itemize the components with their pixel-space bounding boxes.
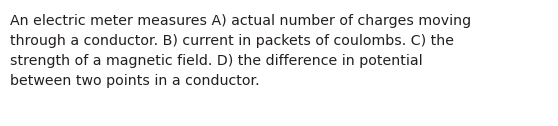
Text: An electric meter measures A) actual number of charges moving
through a conducto: An electric meter measures A) actual num…: [10, 14, 471, 88]
